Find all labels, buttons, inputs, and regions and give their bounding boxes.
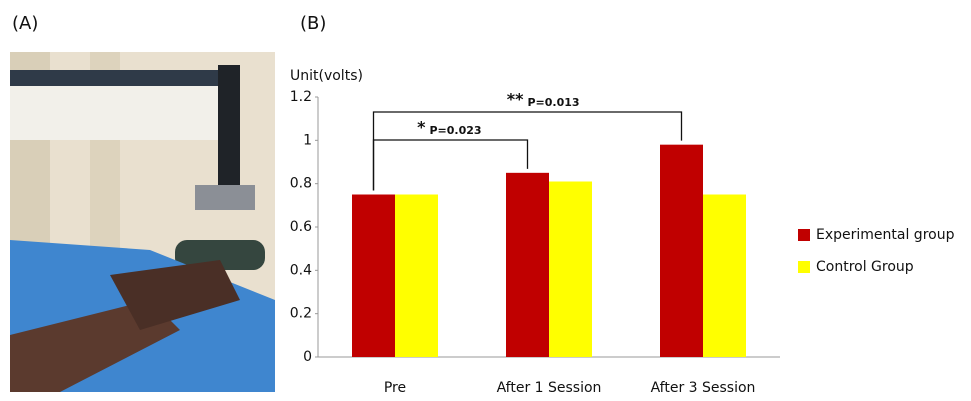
y-tick-label: 0 <box>303 349 312 365</box>
legend-swatch <box>798 229 810 241</box>
bar <box>549 182 592 358</box>
x-tick-label: After 3 Session <box>651 380 756 396</box>
y-tick-label: 1 <box>303 132 312 148</box>
p-value: P=0.013 <box>528 96 580 109</box>
bar <box>352 195 395 358</box>
bar <box>660 145 703 357</box>
x-tick-label: Pre <box>384 380 406 396</box>
bar <box>703 195 746 358</box>
device-band <box>10 70 230 86</box>
significance-bracket <box>374 140 528 191</box>
device-base <box>195 185 255 210</box>
y-tick-label: 1.2 <box>290 89 312 105</box>
y-tick-label: 0.2 <box>290 306 312 322</box>
x-tick-label: After 1 Session <box>497 380 602 396</box>
y-tick-label: 0.4 <box>290 262 312 278</box>
y-tick-label: 0.6 <box>290 219 312 235</box>
panel-label: (A) <box>12 13 38 34</box>
significance-mark: ** <box>507 90 524 109</box>
y-tick-label: 0.8 <box>290 176 312 192</box>
photo <box>10 52 275 392</box>
legend-label: Control Group <box>816 259 914 275</box>
bar <box>395 195 438 358</box>
device-arm <box>218 65 240 185</box>
bar <box>506 173 549 357</box>
p-value: P=0.023 <box>430 124 482 137</box>
legend-label: Experimental group <box>816 227 955 243</box>
panel-label: (B) <box>300 13 326 34</box>
y-axis-label: Unit(volts) <box>290 68 363 84</box>
figure: (A) (B) Unit(volts) 0 0.2 0.4 0.6 0.8 1 1.2 Pre… <box>0 0 971 401</box>
legend-swatch <box>798 261 810 273</box>
significance-mark: * <box>417 118 426 137</box>
